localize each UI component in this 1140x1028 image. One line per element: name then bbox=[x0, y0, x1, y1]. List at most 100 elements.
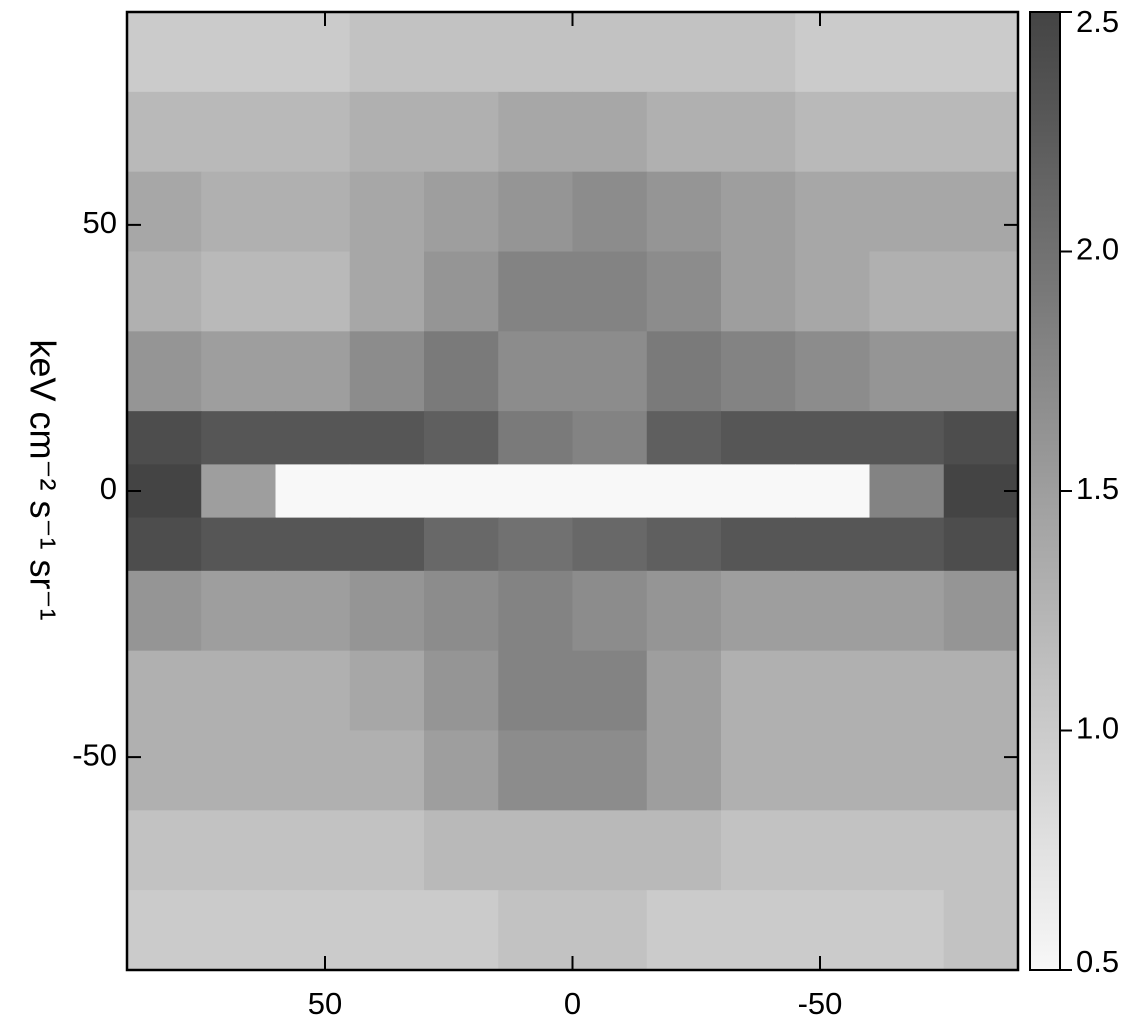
heatmap-cell bbox=[795, 172, 870, 252]
heatmap-cell bbox=[498, 518, 573, 572]
heatmap-cell bbox=[721, 92, 796, 172]
heatmap-cell bbox=[350, 571, 425, 651]
x-tick-label: -50 bbox=[798, 986, 843, 1021]
heatmap-cell bbox=[721, 571, 796, 651]
heatmap-cell bbox=[424, 252, 499, 332]
heatmap-cell bbox=[795, 464, 870, 518]
heatmap-cell bbox=[647, 731, 722, 811]
heatmap-cell bbox=[647, 571, 722, 651]
x-tick-label: 0 bbox=[564, 986, 581, 1021]
heatmap-cell bbox=[795, 890, 870, 970]
heatmap-cell bbox=[127, 92, 202, 172]
heatmap-cell bbox=[944, 890, 1019, 970]
heatmap-cell bbox=[647, 464, 722, 518]
heatmap-cell bbox=[201, 571, 276, 651]
heatmap-cell bbox=[127, 571, 202, 651]
heatmap-cell bbox=[647, 890, 722, 970]
heatmap-cell bbox=[424, 810, 499, 890]
heatmap-cell bbox=[721, 890, 796, 970]
heatmap-cell bbox=[498, 172, 573, 252]
heatmap-cell bbox=[424, 331, 499, 411]
heatmap-cell bbox=[350, 518, 425, 572]
heatmap-cell bbox=[276, 890, 351, 970]
heatmap-cell bbox=[795, 651, 870, 731]
heatmap-cell bbox=[498, 731, 573, 811]
heatmap-cell bbox=[647, 411, 722, 465]
heatmap-cell bbox=[276, 411, 351, 465]
heatmap-cell bbox=[498, 252, 573, 332]
heatmap-cell bbox=[573, 12, 648, 92]
heatmap-cell bbox=[573, 651, 648, 731]
heatmap-cell bbox=[795, 518, 870, 572]
heatmap-cell bbox=[944, 571, 1019, 651]
heatmap-cell bbox=[424, 92, 499, 172]
heatmap-cell bbox=[795, 12, 870, 92]
x-tick-label: 50 bbox=[308, 986, 342, 1021]
y-tick-label: 50 bbox=[83, 205, 117, 240]
heatmap-cell bbox=[870, 331, 945, 411]
heatmap-cell bbox=[647, 651, 722, 731]
colorbar-tick-label: 2.5 bbox=[1076, 4, 1119, 39]
heatmap-cell bbox=[573, 810, 648, 890]
heatmap-cell bbox=[424, 172, 499, 252]
heatmap-cell bbox=[721, 252, 796, 332]
heatmap-cell bbox=[721, 731, 796, 811]
heatmap-cell bbox=[795, 331, 870, 411]
heatmap-cell bbox=[870, 12, 945, 92]
heatmap-cell bbox=[498, 411, 573, 465]
heatmap-cell bbox=[424, 651, 499, 731]
y-tick-label: 0 bbox=[100, 471, 117, 506]
heatmap-cell bbox=[276, 518, 351, 572]
heatmap-cell bbox=[721, 810, 796, 890]
y-axis-label: keV cm⁻² s⁻¹ sr⁻¹ bbox=[22, 340, 63, 621]
heatmap-cell bbox=[127, 518, 202, 572]
heatmap-cell bbox=[498, 810, 573, 890]
heatmap-cell bbox=[201, 810, 276, 890]
chart: keV cm⁻² s⁻¹ sr⁻¹ 500-50500-500.51.01.52… bbox=[0, 0, 1140, 1028]
heatmap-cell bbox=[201, 252, 276, 332]
heatmap-cell bbox=[573, 890, 648, 970]
heatmap-cell bbox=[127, 12, 202, 92]
heatmap-cell bbox=[795, 411, 870, 465]
heatmap-cell bbox=[276, 810, 351, 890]
heatmap-cell bbox=[350, 92, 425, 172]
heatmap-cell bbox=[498, 571, 573, 651]
heatmap-cell bbox=[350, 890, 425, 970]
heatmap-cell bbox=[350, 651, 425, 731]
heatmap-cell bbox=[721, 651, 796, 731]
heatmap-cell bbox=[647, 172, 722, 252]
heatmap-cell bbox=[870, 651, 945, 731]
heatmap-cell bbox=[127, 731, 202, 811]
heatmap-cell bbox=[127, 651, 202, 731]
heatmap-cell bbox=[647, 12, 722, 92]
heatmap-cell bbox=[201, 331, 276, 411]
heatmap-cell bbox=[944, 411, 1019, 465]
heatmap-cell bbox=[424, 12, 499, 92]
heatmap-cell bbox=[573, 518, 648, 572]
heatmap-cell bbox=[276, 252, 351, 332]
heatmap-cell bbox=[424, 464, 499, 518]
heatmap-cell bbox=[944, 331, 1019, 411]
heatmap-cell bbox=[201, 890, 276, 970]
heatmap-cell bbox=[498, 331, 573, 411]
heatmap-cell bbox=[944, 12, 1019, 92]
heatmap-cell bbox=[276, 571, 351, 651]
colorbar bbox=[1030, 12, 1060, 970]
heatmap-cell bbox=[944, 252, 1019, 332]
heatmap-cell bbox=[424, 411, 499, 465]
heatmap-cell bbox=[201, 172, 276, 252]
heatmap-cell bbox=[276, 92, 351, 172]
heatmap-cell bbox=[350, 252, 425, 332]
heatmap-cell bbox=[721, 464, 796, 518]
heatmap-cell bbox=[350, 331, 425, 411]
heatmap-cell bbox=[795, 252, 870, 332]
heatmap-cell bbox=[795, 92, 870, 172]
heatmap-cell bbox=[350, 12, 425, 92]
heatmap-cell bbox=[276, 731, 351, 811]
heatmap-cell bbox=[201, 731, 276, 811]
heatmap-cell bbox=[127, 172, 202, 252]
heatmap-cell bbox=[276, 331, 351, 411]
heatmap-cell bbox=[573, 331, 648, 411]
colorbar-tick-label: 2.0 bbox=[1076, 232, 1119, 267]
heatmap-cell bbox=[944, 731, 1019, 811]
